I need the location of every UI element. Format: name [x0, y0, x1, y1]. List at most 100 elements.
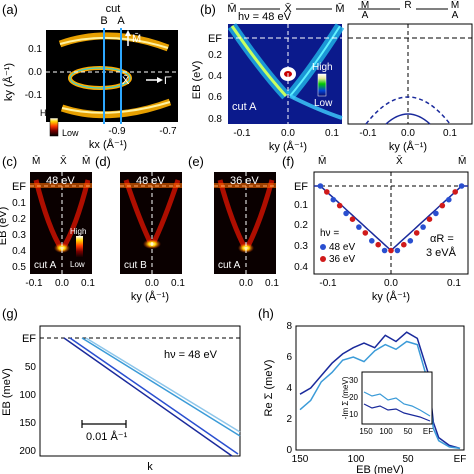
f-point-36ev [439, 202, 446, 209]
f-legend-marker-48 [320, 244, 326, 250]
a-ytick-0: 0.1 [28, 44, 42, 55]
b-ytick-2: 0.6 [208, 92, 222, 103]
d-xtick-1: 0.1 [171, 278, 185, 289]
g-ytick-1: 100 [19, 390, 36, 401]
c-xtick-0: -0.1 [25, 278, 43, 289]
d-surface-state [120, 183, 182, 188]
c-top-m1: M̄ [32, 154, 40, 167]
e-hv: 36 eV [230, 175, 259, 187]
g-ef-tick: EF [22, 333, 36, 345]
c-surface-state [30, 183, 92, 188]
h-inset-xtick-3: EF [423, 427, 433, 436]
b-right-letter-a1: A [362, 10, 369, 21]
b-cut-label: cut A [232, 101, 257, 113]
c-ef-tick: EF [12, 181, 26, 193]
g-dispersion-2 [69, 337, 239, 455]
f-ytick-3: 0.4 [294, 262, 308, 273]
c-crossing [54, 243, 70, 253]
f-point-36ev [375, 241, 382, 248]
a-ytick-1: 0.0 [28, 67, 42, 78]
panel-f: (f) M̄ X̄ M̄ EF 0.1 0.2 0.3 0.4 hν = 48 … [282, 154, 469, 303]
b-right-top-r: R̄ [404, 0, 411, 11]
b-band-right [289, 25, 341, 97]
b-right-xtick-2: 0.1 [443, 128, 457, 139]
f-point-48ev [433, 210, 439, 217]
h-xtick-1: 100 [348, 454, 365, 465]
g-ytick-0: 50 [25, 362, 37, 373]
gamma-arrow-head [157, 77, 163, 83]
h-ytick-3: 6 [286, 352, 292, 363]
h-inset-xtick-0: 150 [359, 427, 373, 436]
panel-e: (e) 36 eV cut A 0.0 0.1 ky (Å⁻¹) [131, 154, 279, 303]
panel-h: (h) 30 20 10 -Im Σ (meV) 150 100 50 EF 0… [258, 306, 466, 474]
f-point-36ev [336, 202, 343, 209]
f-point-48ev [356, 224, 362, 230]
h-inset-ylabel: -Im Σ (meV) [341, 376, 350, 419]
h-inset-xtick-1: 100 [379, 427, 393, 436]
h-xtick-2: 50 [402, 454, 414, 465]
b-ytick-3: 0.8 [208, 114, 222, 125]
b-xtick-2: 0.1 [325, 128, 339, 139]
c-hv: 48 eV [46, 175, 75, 187]
f-xlabel: ky (Å⁻¹) [372, 290, 410, 303]
d-xtick-0: 0.0 [145, 278, 159, 289]
f-point-36ev [452, 189, 459, 195]
e-xtick-0: 0.0 [239, 278, 253, 289]
h-ytick-2: 4 [286, 383, 292, 394]
c-ylabel: EB (eV) [0, 207, 9, 246]
b-right-xtick-0: -0.1 [359, 128, 377, 139]
b-xlabel: ky (Å⁻¹) [269, 140, 307, 153]
b-colorbar-low: Low [314, 98, 333, 109]
fermi-arc-top-core [59, 36, 169, 49]
c-colorbar-high: High [70, 227, 86, 236]
g-dispersion-1 [63, 337, 233, 457]
cut-b-label: B [100, 15, 107, 27]
h-xtick-3: EF [454, 454, 467, 465]
f-ytick-2: 0.3 [294, 241, 308, 252]
m-arrow-head [125, 30, 131, 36]
a-ytick-2: -0.1 [25, 90, 43, 101]
f-ytick-0: 0.1 [294, 200, 308, 211]
cut-a-label: A [117, 15, 125, 27]
a-xtick-1: -0.7 [159, 126, 177, 137]
f-point-48ev [394, 247, 401, 254]
b-colorbar [317, 73, 327, 97]
panel-c: (c) M̄ X̄ M̄ 48 eV cut A High Low EF 0.1… [0, 154, 95, 289]
b-right-top-m1: M̄ [361, 0, 369, 11]
f-point-36ev [388, 247, 394, 254]
panel-g-label: (g) [2, 306, 18, 321]
h-xtick-0: 150 [292, 454, 309, 465]
panel-b-label: (b) [200, 2, 216, 17]
cut-title: cut [106, 3, 121, 15]
c-colorbar [76, 236, 83, 258]
f-point-36ev [349, 216, 356, 222]
colorbar-a-low: Low [62, 128, 79, 138]
h-inset-line-light [363, 391, 431, 417]
b-right-xtick-1: 0.0 [401, 128, 415, 139]
b-schematic [347, 23, 473, 125]
colorbar-a-high: High [40, 108, 59, 118]
c-top-x: X̄ [60, 154, 67, 167]
b-top-m-left: M̄ [227, 2, 236, 15]
panel-d-label: (d) [95, 154, 111, 169]
b-top-m-right: M̄ [335, 2, 344, 15]
f-xtick-0: -0.1 [319, 278, 337, 289]
b-right-xlabel: ky (Å⁻¹) [389, 140, 427, 153]
b-top-x: X̄ [284, 2, 292, 15]
h-xlabel: EB (meV) [356, 464, 404, 474]
a-xlabel: kx (Å⁻¹) [89, 138, 127, 151]
f-ef-tick: EF [294, 181, 308, 193]
f-point-36ev [413, 230, 420, 236]
panel-c-label: (c) [2, 154, 17, 169]
c-xtick-1: 0.0 [55, 278, 69, 289]
f-point-48ev [343, 210, 349, 217]
panel-f-label: (f) [282, 154, 294, 169]
h-ytick-1: 2 [286, 414, 292, 425]
e-xtick-1: 0.1 [265, 278, 279, 289]
f-point-48ev [446, 196, 452, 203]
panel-b: (b) M̄ X̄ M̄ M̄ R̄ M̄ A A hν = 48 eV cut… [191, 0, 473, 153]
f-legend-36: 36 eV [329, 254, 355, 265]
cde-xlabel: ky (Å⁻¹) [131, 290, 169, 303]
f-point-48ev [369, 238, 375, 244]
